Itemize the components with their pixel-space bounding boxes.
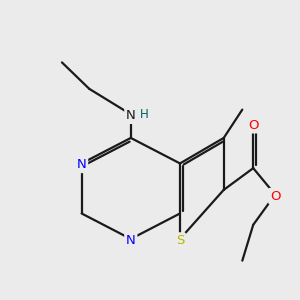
Text: H: H [140, 108, 148, 121]
Text: O: O [270, 190, 280, 202]
Text: N: N [126, 109, 136, 122]
Text: N: N [77, 158, 86, 171]
Text: N: N [126, 234, 136, 247]
Text: S: S [176, 234, 184, 247]
Text: O: O [248, 119, 259, 132]
